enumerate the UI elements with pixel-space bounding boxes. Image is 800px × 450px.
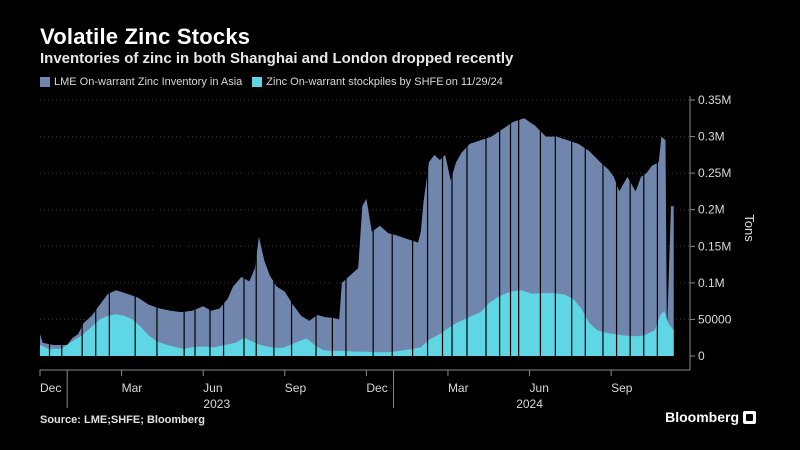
y-tick-label-5: 0.25M (698, 166, 731, 180)
legend-label-shfe: Zinc On-warrant stockpiles by SHFE (266, 76, 444, 88)
x-tick-label-7: Sep (611, 381, 633, 395)
x-tick-label-6: Jun (530, 381, 549, 395)
legend-item-lme: LME On-warrant Zinc Inventory in Asia (40, 76, 242, 88)
x-tick-label-0: Dec (40, 381, 61, 395)
y-tick-label-7: 0.35M (698, 93, 731, 107)
x-tick-label-1: Mar (122, 381, 143, 395)
year-label-0: 2023 (203, 397, 230, 411)
y-tick-label-2: 0.1M (698, 276, 725, 290)
legend-swatch-shfe (252, 77, 263, 87)
x-tick-label-5: Mar (448, 381, 469, 395)
series-shfe-area (40, 290, 674, 356)
legend-item-shfe: Zinc On-warrant stockpiles by SHFE on 11… (252, 76, 503, 88)
y-tick-label-3: 0.15M (698, 239, 731, 253)
x-tick-label-3: Sep (285, 381, 307, 395)
chart-subtitle: Inventories of zinc in both Shanghai and… (40, 50, 514, 67)
legend-swatch-lme (40, 77, 50, 87)
source-note: Source: LME;SHFE; Bloomberg (40, 414, 206, 426)
y-axis-label: Tons (742, 214, 757, 242)
y-tick-label-0: 0 (698, 349, 705, 363)
y-tick-label-6: 0.3M (698, 130, 725, 144)
year-label-1: 2024 (516, 397, 543, 411)
brand-name: Bloomberg (665, 409, 739, 425)
x-tick-label-4: Dec (366, 381, 387, 395)
legend-label-lme: LME On-warrant Zinc Inventory in Asia (54, 76, 243, 88)
x-tick-label-2: Jun (203, 381, 222, 395)
chart-title: Volatile Zinc Stocks (40, 24, 251, 49)
bloomberg-logo: Bloomberg (665, 409, 756, 425)
y-tick-label-1: 50000 (698, 312, 732, 326)
bloomberg-icon (743, 410, 756, 424)
legend-date: on 11/29/24 (445, 76, 503, 88)
y-tick-label-4: 0.2M (698, 203, 725, 217)
legend: LME On-warrant Zinc Inventory in Asia Zi… (40, 76, 513, 88)
